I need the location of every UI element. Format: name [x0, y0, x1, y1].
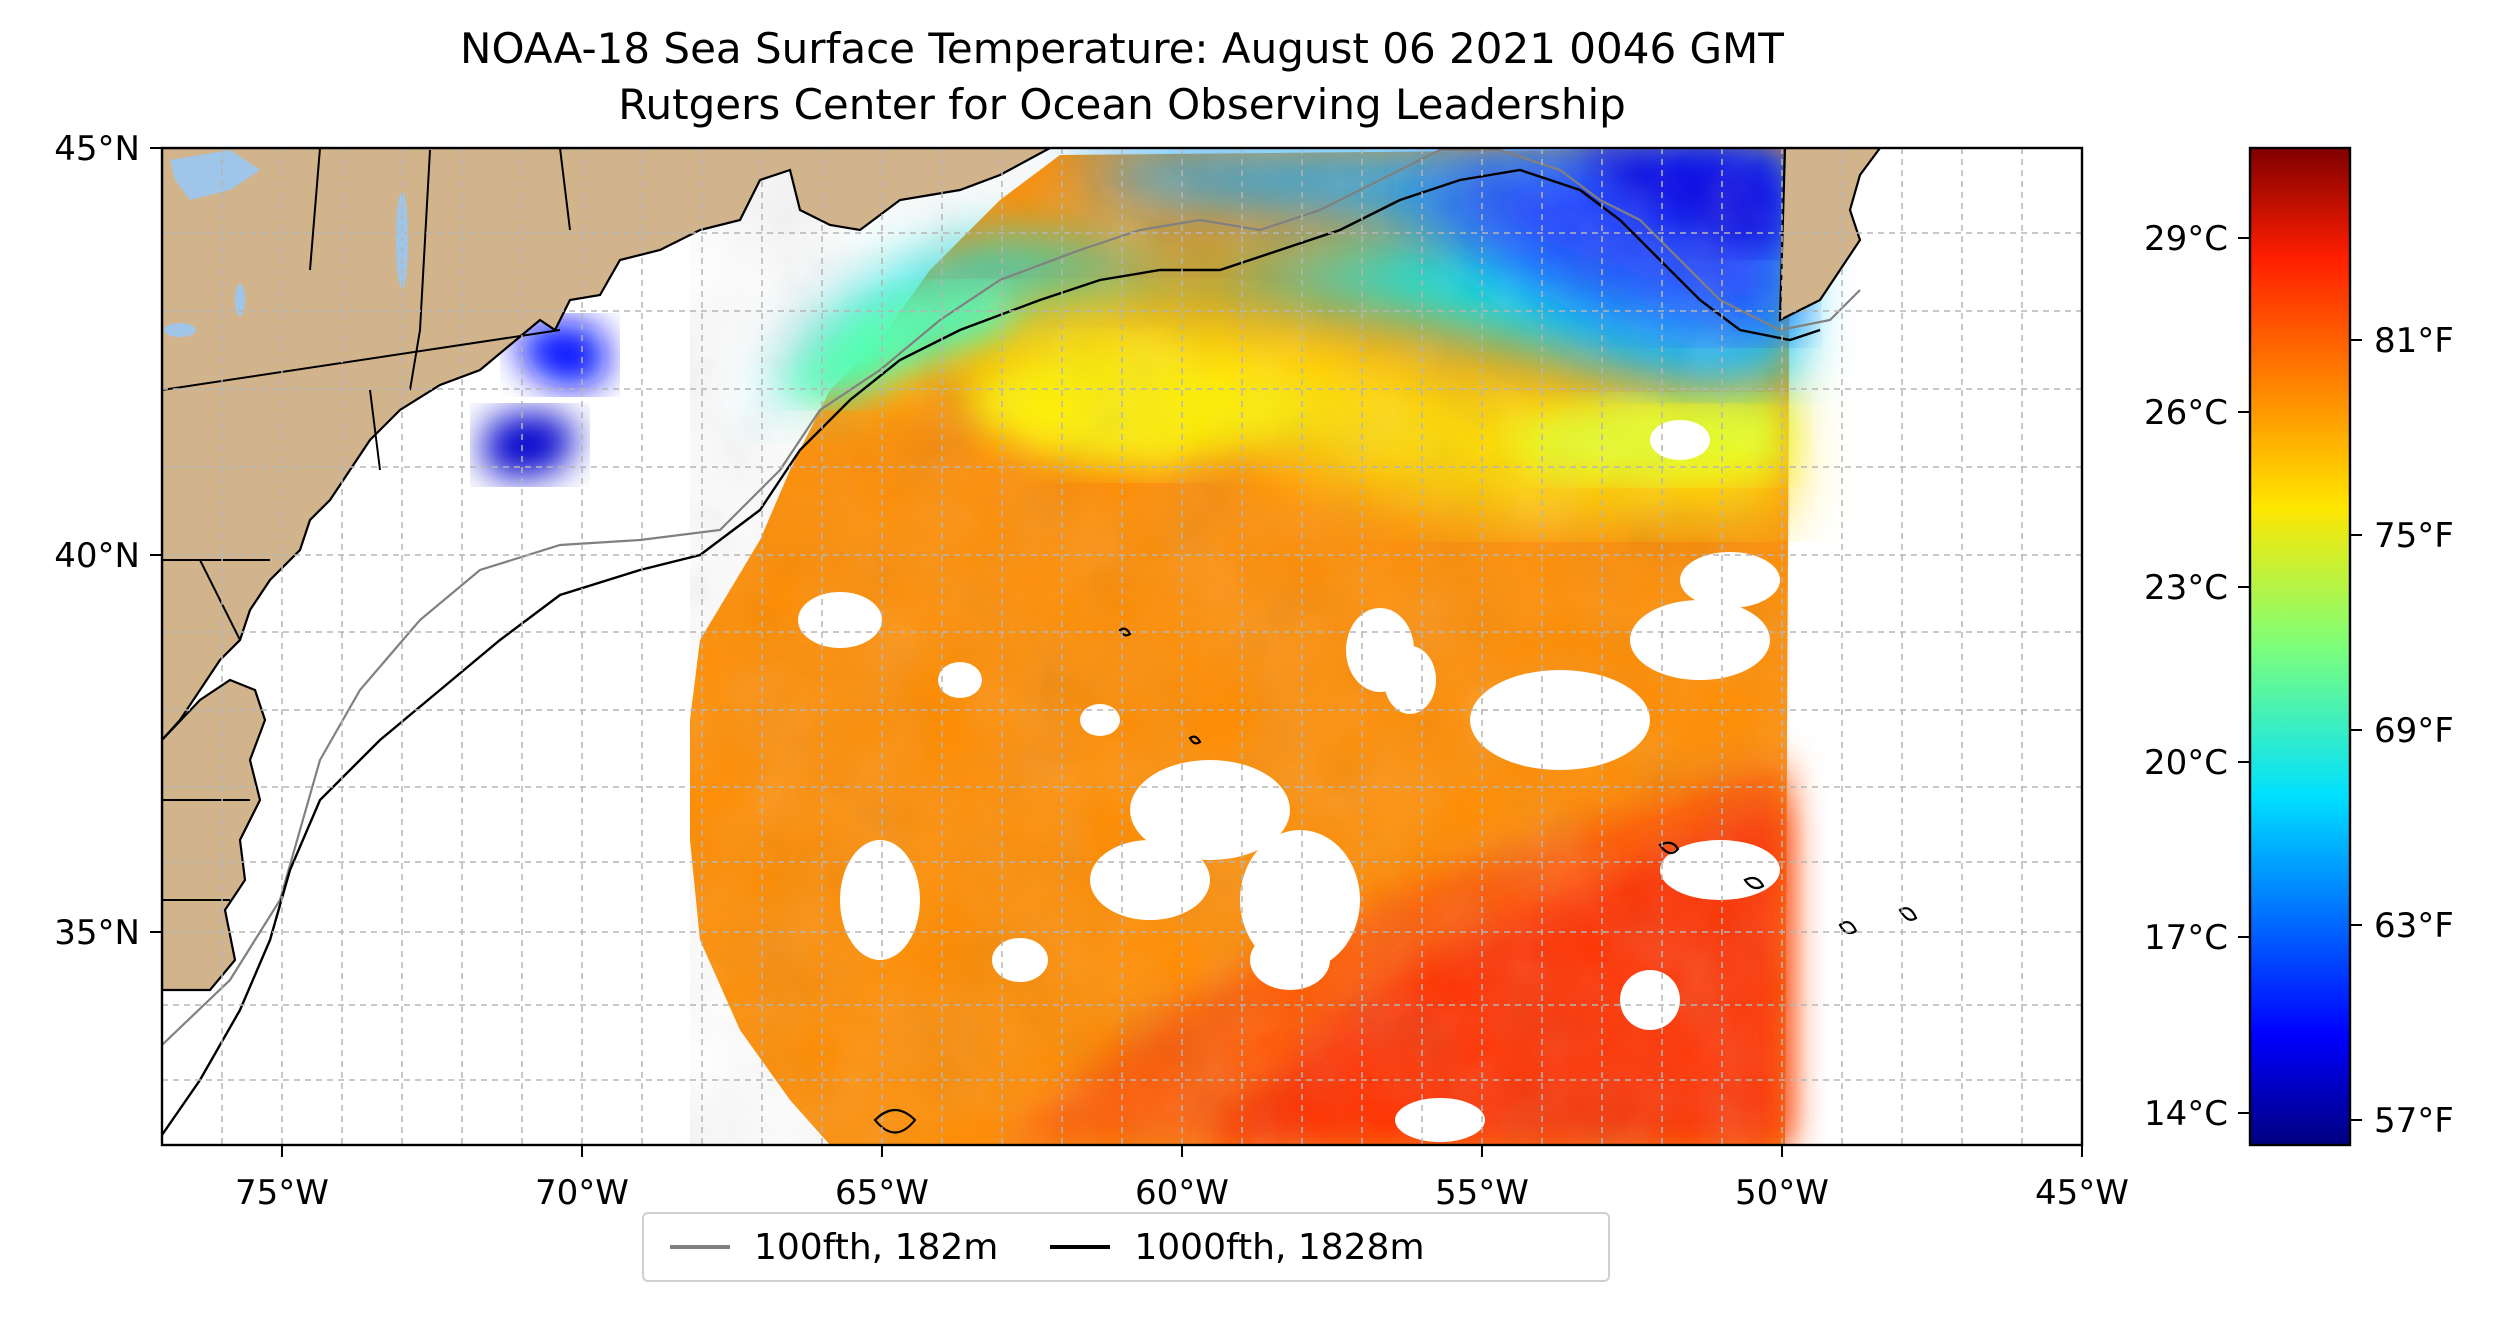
axis-ticks	[150, 147, 2083, 1157]
latitude-labels: 45°N 40°N 35°N	[54, 129, 140, 953]
lon-label-55w: 55°W	[1435, 1173, 1529, 1213]
legend-label-1000fth: 1000fth, 1828m	[1134, 1226, 1425, 1268]
lat-label-35n: 35°N	[54, 913, 140, 953]
colorbar-c-26: 26°C	[2144, 393, 2228, 433]
lon-label-60w: 60°W	[1135, 1173, 1229, 1213]
colorbar-ticks	[2238, 237, 2362, 1121]
lon-label-70w: 70°W	[535, 1173, 629, 1213]
colorbar-c-29: 29°C	[2144, 219, 2228, 259]
map-subtitle: Rutgers Center for Ocean Observing Leade…	[618, 80, 1626, 129]
lon-label-75w: 75°W	[235, 1173, 329, 1213]
lon-label-65w: 65°W	[835, 1173, 929, 1213]
colorbar-f-63: 63°F	[2374, 906, 2454, 946]
contour-1000fth	[162, 168, 1821, 1136]
legend-label-100fth: 100fth, 182m	[754, 1226, 999, 1268]
colorbar-f-69: 69°F	[2374, 711, 2454, 751]
colorbar-c-14: 14°C	[2144, 1094, 2228, 1134]
lakes	[164, 150, 408, 337]
lat-label-40n: 40°N	[54, 536, 140, 576]
state-borders	[162, 148, 571, 901]
lon-label-45w: 45°W	[2035, 1173, 2129, 1213]
colorbar-gradient	[2248, 146, 2352, 1147]
lon-label-50w: 50°W	[1735, 1173, 1829, 1213]
legend-item-100fth: 100fth, 182m	[670, 1227, 998, 1268]
longitude-labels: 75°W 70°W 65°W 60°W 55°W 50°W 45°W	[235, 1173, 2129, 1213]
legend-line-100fth	[670, 1245, 730, 1249]
colorbar-f-57: 57°F	[2374, 1101, 2454, 1141]
legend-item-1000fth: 1000fth, 1828m	[1050, 1226, 1425, 1268]
cloud-gaps	[798, 420, 1780, 1142]
land	[162, 148, 1882, 992]
colorbar-c-20: 20°C	[2144, 743, 2228, 783]
gridlines	[162, 148, 2082, 1145]
contour-legend: 100fth, 182m 1000fth, 1828m	[642, 1212, 1610, 1282]
lat-label-45n: 45°N	[54, 129, 140, 169]
map-title: NOAA-18 Sea Surface Temperature: August …	[460, 24, 1784, 73]
colorbar-c-23: 23°C	[2144, 568, 2228, 608]
colorbar: 29°C 26°C 23°C 20°C 17°C 14°C 81°F 75°F …	[2144, 146, 2454, 1147]
colorbar-f-81: 81°F	[2374, 321, 2454, 361]
map-frame	[160, 146, 2084, 1147]
sst-swath	[480, 148, 1790, 1145]
seamount-contours	[873, 627, 1918, 1134]
colorbar-c-17: 17°C	[2144, 918, 2228, 958]
colorbar-f-75: 75°F	[2374, 516, 2454, 556]
contour-100fth	[162, 148, 1861, 1046]
legend-line-1000fth	[1050, 1245, 1111, 1249]
